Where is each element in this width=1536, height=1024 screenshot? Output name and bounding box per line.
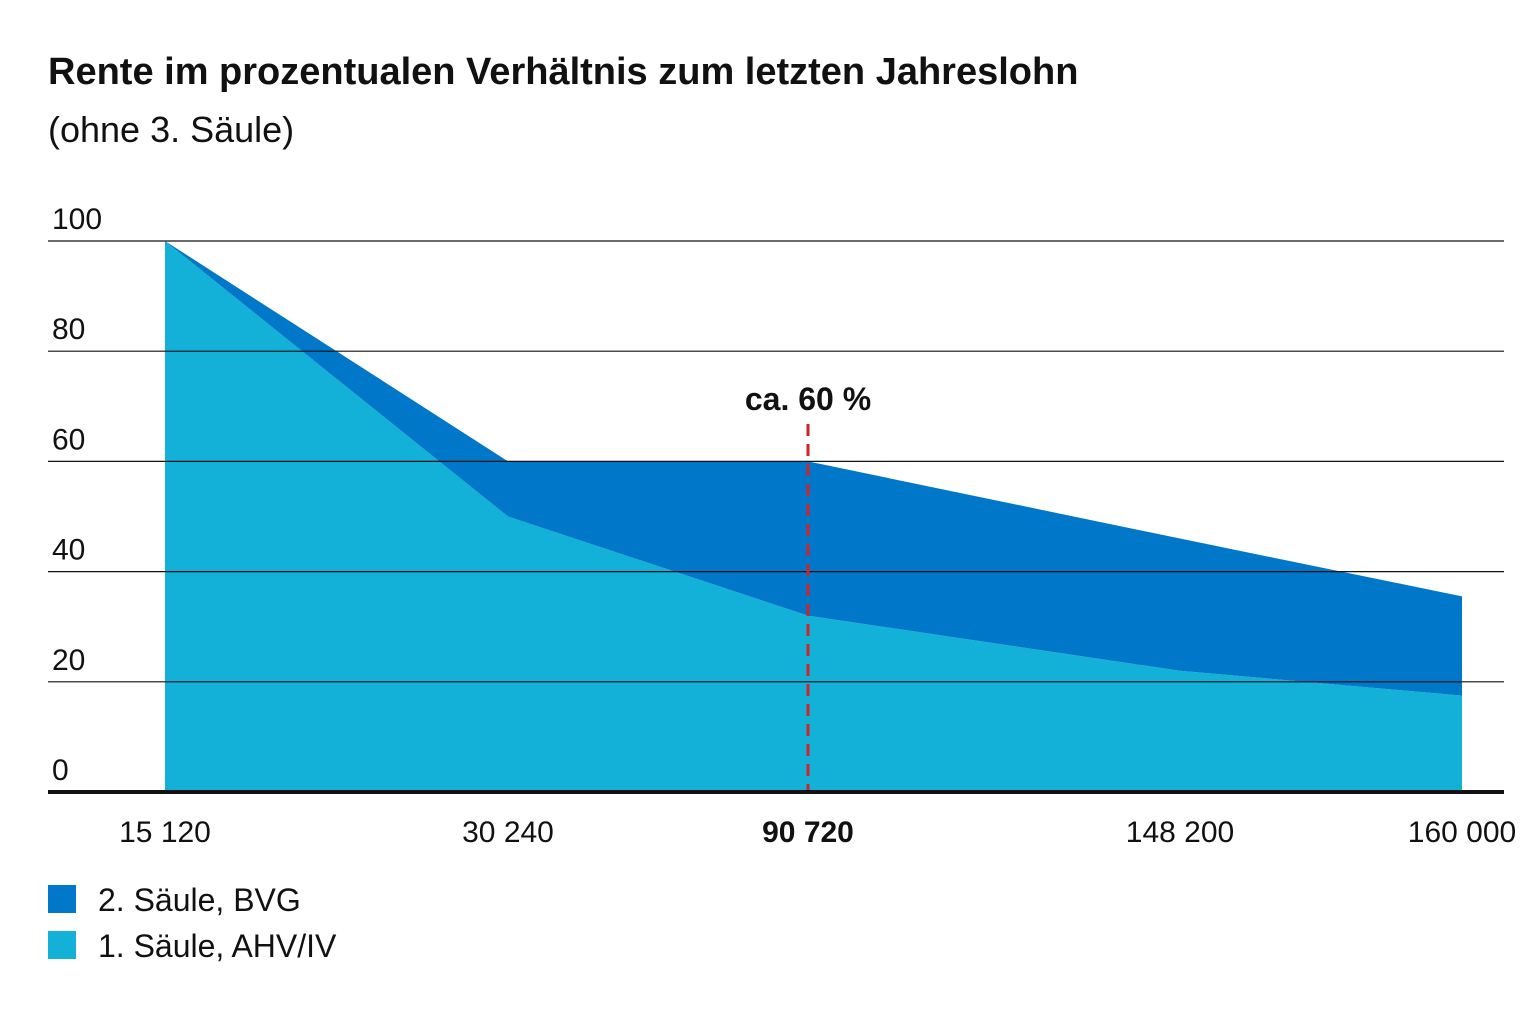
x-tick-label: 160 000	[1408, 816, 1516, 849]
y-tick-label: 100	[52, 203, 102, 236]
x-tick-label: 90 720	[762, 816, 854, 849]
y-tick-label: 80	[52, 313, 85, 346]
legend-label: 2. Säule, BVG	[98, 882, 301, 918]
y-tick-label: 60	[52, 423, 85, 456]
legend-swatch	[48, 885, 76, 913]
annotation: ca. 60 %	[745, 381, 871, 417]
area	[165, 241, 1462, 792]
y-tick-label: 20	[52, 644, 85, 677]
x-tick-label: 148 200	[1126, 816, 1234, 849]
x-tick-label: 30 240	[462, 816, 554, 849]
chart-title: Rente im prozentualen Verhältnis zum let…	[48, 51, 1078, 93]
legend-swatch	[48, 931, 76, 959]
chart-subtitle: (ohne 3. Säule)	[48, 109, 294, 150]
y-tick-label: 40	[52, 534, 85, 567]
x-tick-label: 15 120	[119, 816, 211, 849]
area	[165, 241, 1462, 696]
legend-label: 1. Säule, AHV/IV	[98, 928, 337, 964]
y-tick-label: 0	[52, 754, 69, 787]
